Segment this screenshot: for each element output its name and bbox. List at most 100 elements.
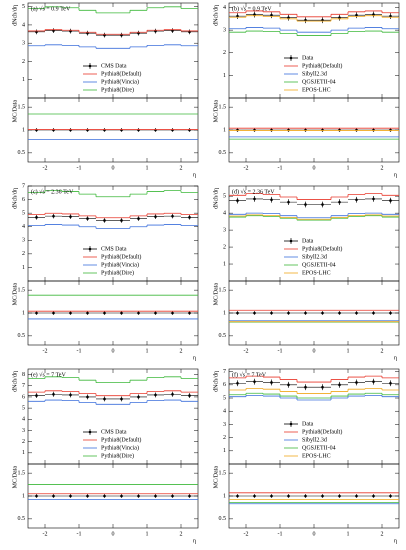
x-tick-label: 1 bbox=[146, 348, 149, 354]
data-point bbox=[86, 494, 89, 498]
y-tick-label: 5 bbox=[22, 4, 25, 10]
data-point bbox=[287, 311, 290, 315]
y-tick-label: 6 bbox=[22, 197, 25, 203]
y-tick-label: 2 bbox=[22, 251, 25, 257]
data-point bbox=[321, 385, 324, 389]
data-point bbox=[35, 216, 38, 219]
y-tick-label: 0.5 bbox=[219, 516, 227, 522]
y-tick-label: 4 bbox=[22, 22, 25, 28]
legend-label: Pythia8(Default) bbox=[101, 70, 141, 77]
y-tick-label: 1 bbox=[223, 73, 226, 79]
y-tick-label: 4 bbox=[22, 224, 25, 230]
data-point bbox=[389, 381, 392, 385]
x-tick-label: -2 bbox=[244, 165, 249, 171]
legend-swatch bbox=[289, 239, 293, 243]
data-point bbox=[287, 128, 290, 132]
data-point bbox=[154, 311, 157, 315]
data-point bbox=[253, 494, 256, 498]
legend-label: EPOS-LHC bbox=[302, 270, 331, 276]
y-tick-label: 1 bbox=[223, 261, 226, 267]
y-tick-label: 5 bbox=[223, 395, 226, 401]
data-point bbox=[355, 128, 358, 132]
legend-label: Pythia8(Vincia) bbox=[101, 444, 139, 451]
y-tick-label: 0.5 bbox=[219, 150, 227, 156]
legend-label: Data bbox=[302, 238, 314, 244]
data-point bbox=[137, 311, 140, 315]
legend-label: QGSJETII-04 bbox=[302, 262, 336, 268]
data-point bbox=[253, 128, 256, 132]
data-point bbox=[253, 311, 256, 315]
x-tick-label: 2 bbox=[180, 348, 183, 354]
x-tick-label: 2 bbox=[180, 165, 183, 171]
data-point bbox=[69, 494, 72, 498]
data-point bbox=[35, 128, 38, 132]
legend-label: Pythia8(Default) bbox=[302, 428, 342, 435]
x-tick-label: 0 bbox=[112, 165, 115, 171]
y-axis-label: dNch/dη bbox=[213, 188, 219, 209]
data-point bbox=[171, 311, 174, 315]
data-point bbox=[355, 198, 358, 202]
data-point bbox=[372, 311, 375, 315]
data-point bbox=[338, 311, 341, 315]
data-point bbox=[304, 385, 307, 389]
data-point bbox=[389, 14, 392, 18]
y-tick-label: 7 bbox=[223, 369, 226, 375]
y-tick-label: 4 bbox=[22, 417, 25, 423]
y-axis-label: dNch/dη bbox=[12, 371, 18, 392]
panel-title: (b) √s = 0.9 TeV bbox=[232, 5, 272, 12]
y-tick-label: 2 bbox=[22, 439, 25, 445]
legend-label: Data bbox=[302, 421, 314, 427]
legend-swatch bbox=[289, 56, 293, 60]
x-axis-label: η bbox=[394, 538, 397, 544]
data-point bbox=[86, 217, 89, 220]
data-point bbox=[355, 381, 358, 384]
legend-label: QGSJETII-04 bbox=[302, 445, 336, 451]
data-point bbox=[52, 214, 55, 218]
y-tick-label: 1 bbox=[223, 448, 226, 454]
y-tick-label: 1 bbox=[223, 127, 226, 133]
y-axis-label: MC/Data bbox=[12, 466, 18, 489]
y-tick-label: 1.5 bbox=[219, 288, 227, 294]
y-tick-label: 3 bbox=[223, 227, 226, 233]
x-tick-label: 0 bbox=[313, 531, 316, 537]
x-tick-label: 0 bbox=[313, 348, 316, 354]
y-tick-label: 2 bbox=[223, 435, 226, 441]
data-point bbox=[154, 494, 157, 498]
legend-label: Pythia8(Default) bbox=[101, 253, 141, 260]
data-point bbox=[270, 311, 273, 315]
y-tick-label: 1 bbox=[22, 77, 25, 83]
data-point bbox=[86, 395, 89, 399]
data-point bbox=[236, 199, 239, 202]
y-axis-label: dNch/dη bbox=[12, 188, 18, 209]
data-point bbox=[35, 394, 38, 397]
legend-label: Pythia8(Dire) bbox=[101, 86, 134, 93]
y-tick-label: 4 bbox=[223, 5, 226, 11]
y-tick-label: 3 bbox=[223, 422, 226, 428]
x-tick-label: 2 bbox=[180, 531, 183, 537]
x-tick-label: -1 bbox=[77, 531, 82, 537]
data-point bbox=[120, 128, 123, 132]
data-point bbox=[69, 128, 72, 132]
data-point bbox=[69, 393, 72, 397]
data-point bbox=[355, 311, 358, 315]
y-tick-label: 1 bbox=[223, 493, 226, 499]
y-tick-label: 3 bbox=[223, 28, 226, 34]
panel-title: (a) √s = 0.9 TeV bbox=[31, 5, 71, 12]
x-tick-label: -2 bbox=[43, 531, 48, 537]
y-tick-label: 5 bbox=[22, 211, 25, 217]
y-tick-label: 5 bbox=[223, 194, 226, 200]
data-point bbox=[321, 128, 324, 132]
data-point bbox=[35, 311, 38, 315]
x-tick-label: 2 bbox=[381, 165, 384, 171]
data-point bbox=[171, 494, 174, 498]
data-point bbox=[389, 311, 392, 315]
x-tick-label: 0 bbox=[112, 348, 115, 354]
y-axis-label: dNch/dη bbox=[213, 5, 219, 26]
data-point bbox=[236, 381, 239, 385]
x-tick-label: 2 bbox=[381, 348, 384, 354]
x-tick-label: 1 bbox=[347, 165, 350, 171]
data-point bbox=[188, 394, 191, 397]
x-axis-label: η bbox=[193, 355, 196, 361]
data-point bbox=[236, 494, 239, 498]
y-tick-label: 1 bbox=[22, 493, 25, 499]
